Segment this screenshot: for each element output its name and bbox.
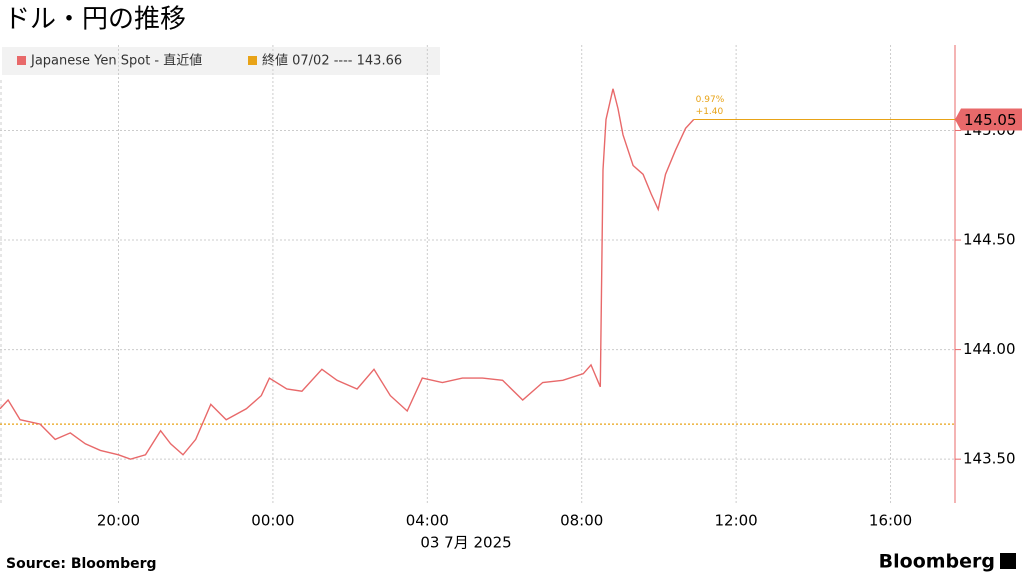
brand: Bloomberg [879,551,995,573]
line [0,88,695,460]
x-tick-label: 12:00 [715,512,758,530]
x-tick-label: 20:00 [97,512,140,530]
legend-swatch [248,56,257,65]
legend-swatch [17,56,26,65]
last-value-label: 145.05 [964,111,1017,129]
legend-box [2,47,440,75]
x-tick-label: 16:00 [869,512,912,530]
y-tick-label: 143.50 [963,450,1016,468]
x-tick-label: 08:00 [560,512,603,530]
x-axis-label: 03 7月 2025 [420,534,511,552]
brand-icon [1000,553,1016,569]
chart-title: ドル・円の推移 [4,5,186,35]
change-abs: +1.40 [696,107,724,117]
legend-label: Japanese Yen Spot - 直近値 [30,53,202,69]
y-tick-label: 144.00 [963,340,1016,358]
x-tick-label: 00:00 [251,512,294,530]
x-tick-label: 04:00 [406,512,449,530]
legend-label: 終値 07/02 ---- 143.66 [262,53,402,69]
last-value-tag [955,108,1022,131]
source: Source: Bloomberg [6,556,157,572]
change-pct: 0.97% [696,95,725,105]
y-tick-label: 144.50 [963,231,1016,249]
